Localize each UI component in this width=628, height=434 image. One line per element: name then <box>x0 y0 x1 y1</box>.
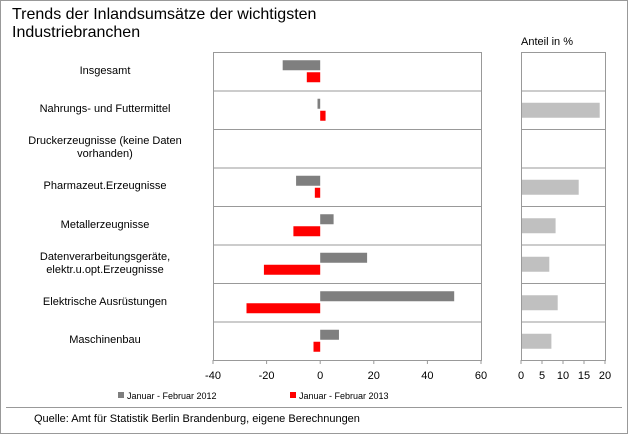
x-tick-label: 0 <box>518 370 524 382</box>
legend-swatch <box>290 392 296 398</box>
legend-label: Januar - Februar 2013 <box>299 391 389 401</box>
x-tick-label: -40 <box>205 370 221 382</box>
x-tick-label: -20 <box>259 370 275 382</box>
legend-swatch <box>118 392 124 398</box>
category-label: Metallerzeugnisse <box>60 218 150 231</box>
bar <box>296 175 321 186</box>
x-tick-label: 10 <box>557 370 569 382</box>
bar <box>320 291 455 302</box>
bar <box>306 72 321 83</box>
x-tick-label: 20 <box>368 370 380 382</box>
share-bar <box>522 256 550 272</box>
x-tick-label: 5 <box>539 370 545 382</box>
category-label: Pharmazeut.Erzeugnisse <box>43 180 167 193</box>
x-tick-label: 60 <box>475 370 487 382</box>
share-bar <box>522 333 552 349</box>
share-bar <box>522 295 558 311</box>
x-tick-label: 0 <box>317 370 323 382</box>
x-tick-label: 20 <box>599 370 611 382</box>
panel-title: Anteil in % <box>521 36 573 48</box>
share-bar <box>522 179 579 195</box>
x-tick-label: 15 <box>578 370 590 382</box>
share-bar <box>522 102 600 118</box>
bar <box>320 214 334 225</box>
chart-title: Trends der Inlandsumsätze der wichtigste… <box>12 6 317 41</box>
bar <box>246 303 321 314</box>
category-label: Maschinenbau <box>69 334 141 347</box>
share-bar <box>522 218 556 234</box>
category-label: Elektrische Ausrüstungen <box>42 295 168 308</box>
bar <box>317 98 321 109</box>
bar <box>314 187 321 198</box>
category-label: Datenverarbeitungsgeräte, elektr.u.opt.E… <box>39 250 171 276</box>
bar <box>293 226 321 237</box>
category-label: Insgesamt <box>79 64 131 77</box>
x-tick-label: 40 <box>421 370 433 382</box>
bar <box>320 110 326 121</box>
category-label: Nahrungs- und Futtermittel <box>39 103 171 116</box>
category-label: Druckerzeugnisse (keine Daten vorhanden) <box>28 135 182 161</box>
bar <box>263 264 321 275</box>
bar <box>320 252 368 263</box>
bar <box>282 60 321 71</box>
legend-label: Januar - Februar 2012 <box>127 391 217 401</box>
bar <box>320 329 339 340</box>
bar <box>313 341 321 352</box>
source: Quelle: Amt für Statistik Berlin Branden… <box>34 413 360 425</box>
